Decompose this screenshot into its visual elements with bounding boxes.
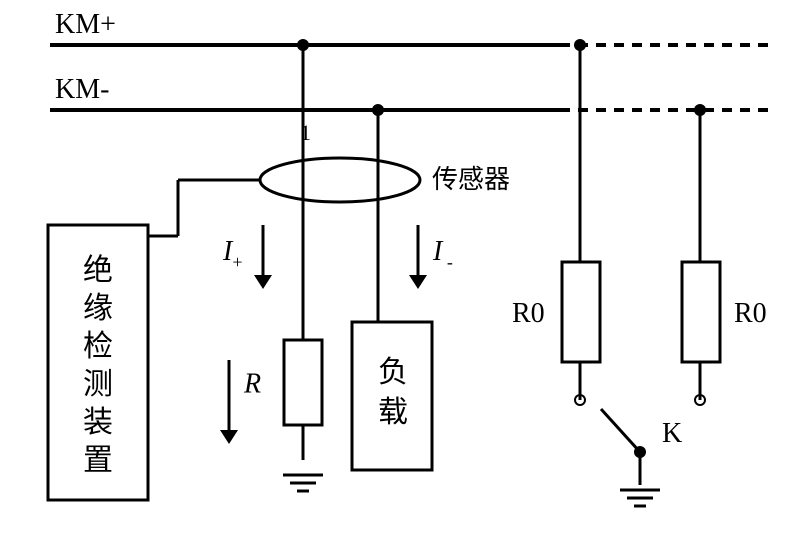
svg-text:缘: 缘 [83, 292, 113, 325]
svg-text:载: 载 [378, 396, 408, 429]
label-I-pos: I+ [222, 236, 242, 272]
svg-text:负: 负 [378, 356, 408, 389]
svg-text:绝: 绝 [83, 254, 113, 287]
label-sensor: 传感器 [432, 165, 510, 194]
resistor-R0-right [682, 262, 720, 362]
svg-text:K: K [662, 418, 682, 449]
svg-text:检: 检 [83, 330, 113, 363]
label-bus-neg: KM- [55, 74, 109, 105]
svg-text:测: 测 [83, 368, 113, 401]
svg-text:R0: R0 [512, 298, 545, 329]
resistor-R0-left [562, 262, 600, 362]
svg-text:置: 置 [83, 444, 113, 477]
label-I-neg: I - [432, 236, 453, 272]
svg-text:R: R [243, 369, 261, 400]
label-bus-pos: KM+ [55, 9, 116, 40]
svg-text:1: 1 [300, 120, 311, 145]
resistor-R [284, 340, 322, 425]
svg-text:R0: R0 [734, 298, 767, 329]
svg-text:装: 装 [83, 406, 113, 439]
